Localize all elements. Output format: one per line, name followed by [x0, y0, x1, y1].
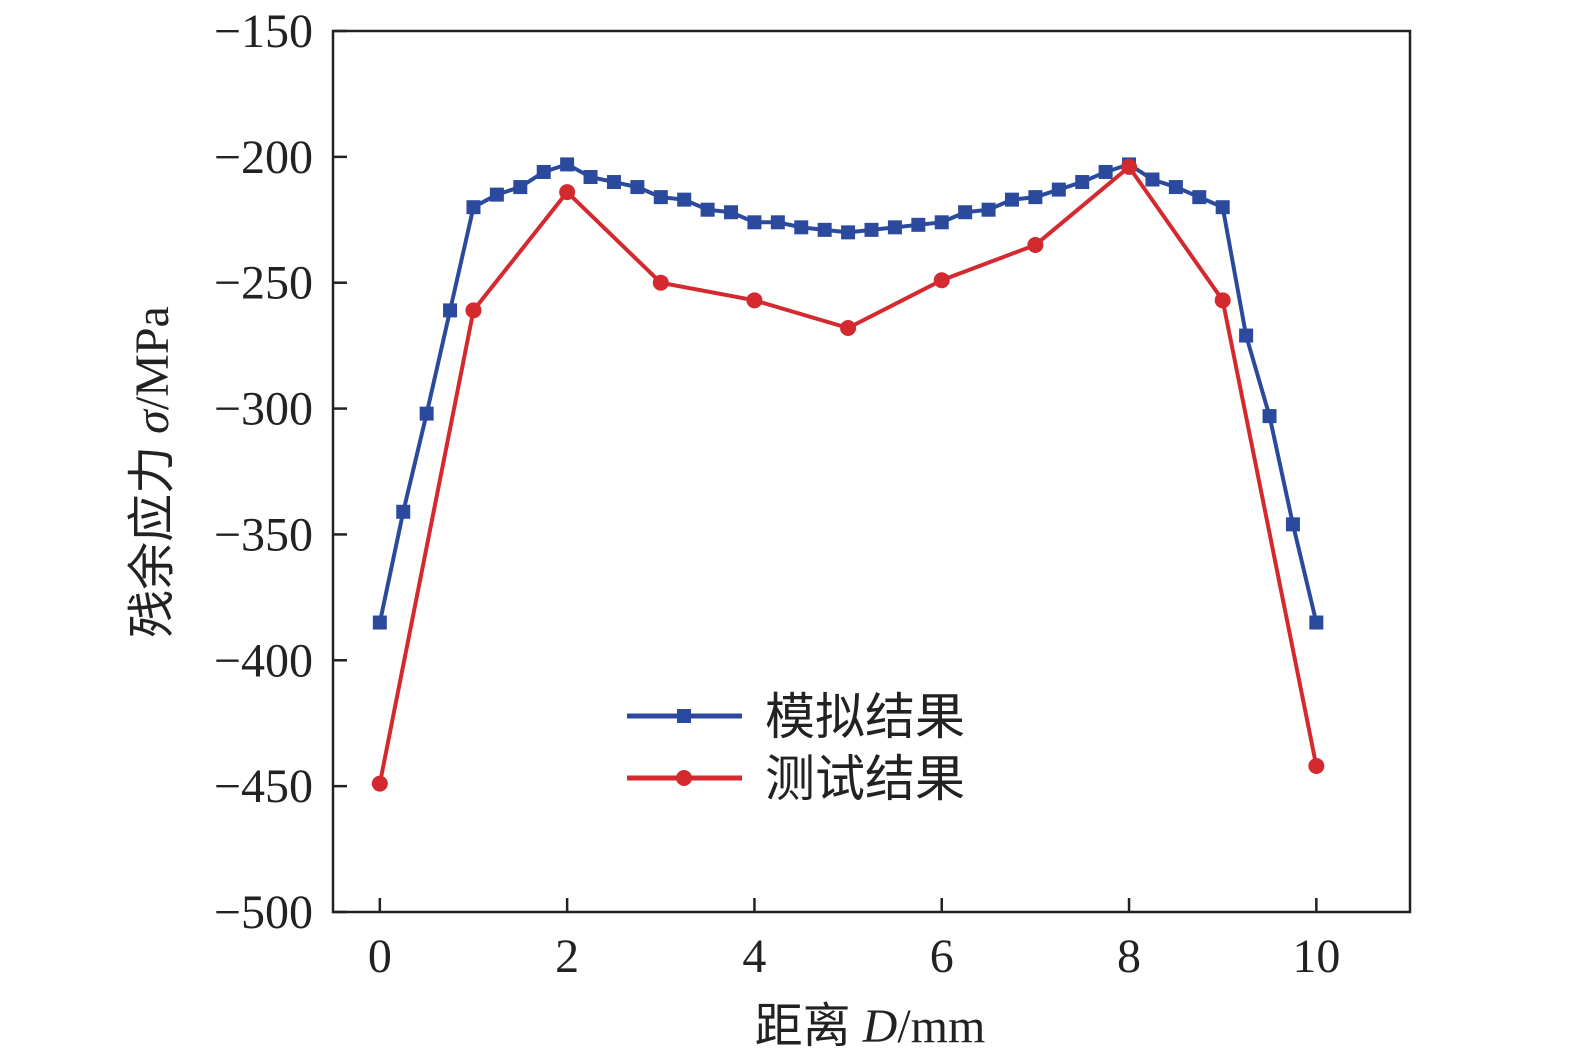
data-point — [958, 205, 973, 220]
series-test — [371, 158, 1325, 792]
data-point — [911, 217, 926, 232]
y-axis-label: 残余应力 σ/MPa — [126, 306, 179, 638]
data-point — [1051, 182, 1066, 197]
data-point — [372, 615, 387, 630]
y-tick-label: −400 — [214, 634, 313, 687]
y-tick-label: −300 — [214, 383, 313, 436]
y-tick-label: −250 — [214, 257, 313, 310]
data-point — [887, 220, 902, 235]
data-point — [1214, 292, 1231, 309]
data-point — [560, 157, 575, 172]
data-point — [466, 200, 481, 215]
y-tick-label: −450 — [214, 760, 313, 813]
data-point — [1121, 158, 1138, 175]
data-point — [1075, 175, 1090, 190]
data-point — [1262, 409, 1277, 424]
data-point — [1028, 190, 1043, 205]
data-point — [489, 187, 504, 202]
data-point — [1168, 180, 1183, 195]
data-point — [653, 190, 668, 205]
x-tick-label: 8 — [1117, 930, 1141, 983]
data-point — [934, 215, 949, 230]
data-point — [536, 164, 551, 179]
data-point — [933, 272, 950, 289]
data-point — [841, 225, 856, 240]
data-point — [371, 775, 388, 792]
data-point — [864, 222, 879, 237]
data-point — [465, 302, 482, 319]
data-point — [443, 303, 458, 318]
data-point — [559, 184, 576, 201]
x-tick-label: 6 — [930, 930, 954, 983]
plot-frame — [331, 29, 1412, 914]
x-tick-label: 2 — [555, 930, 579, 983]
data-point — [981, 202, 996, 217]
data-point — [1145, 172, 1160, 187]
data-point — [606, 175, 621, 190]
data-point — [1098, 164, 1113, 179]
data-point — [1192, 190, 1207, 205]
y-tick-label: −350 — [214, 508, 313, 561]
data-point — [652, 274, 669, 291]
y-tick-label: −150 — [214, 5, 313, 58]
data-point — [1027, 236, 1044, 253]
data-point — [1285, 517, 1300, 532]
x-tick-label: 10 — [1292, 930, 1340, 983]
data-point — [1239, 328, 1254, 343]
data-point — [1308, 758, 1325, 775]
data-point — [396, 504, 411, 519]
data-point — [513, 180, 528, 195]
legend-label: 模拟结果 — [765, 689, 965, 745]
data-point — [419, 406, 434, 421]
data-point — [583, 169, 598, 184]
legend-marker — [677, 709, 691, 723]
legend-label: 测试结果 — [765, 751, 965, 807]
legend-marker — [676, 770, 692, 786]
data-point — [747, 215, 762, 230]
data-point — [724, 205, 739, 220]
data-point — [840, 320, 857, 337]
y-tick-label: −200 — [214, 131, 313, 184]
series-simulation — [372, 157, 1324, 630]
data-point — [746, 292, 763, 309]
x-tick-label: 4 — [742, 930, 766, 983]
data-point — [1004, 192, 1019, 207]
y-tick-label: −500 — [214, 886, 313, 939]
data-point — [794, 220, 809, 235]
x-axis-label: 距离 D/mm — [755, 1000, 986, 1053]
data-point — [817, 222, 832, 237]
data-point — [700, 202, 715, 217]
data-point — [1215, 200, 1230, 215]
data-point — [630, 180, 645, 195]
data-point — [770, 215, 785, 230]
data-point — [677, 192, 692, 207]
x-tick-label: 0 — [368, 930, 392, 983]
data-point — [1309, 615, 1324, 630]
